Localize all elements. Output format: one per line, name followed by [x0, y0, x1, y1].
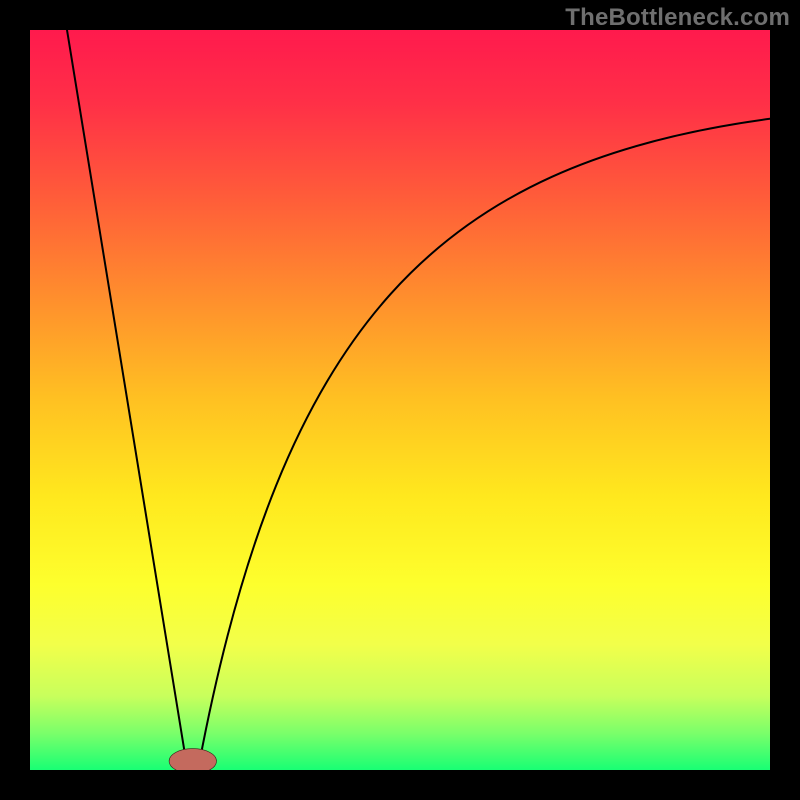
- chart-frame: TheBottleneck.com: [0, 0, 800, 800]
- attribution-text: TheBottleneck.com: [565, 4, 790, 32]
- plot-area: [30, 30, 770, 770]
- gradient-background: [30, 30, 770, 770]
- bottleneck-curve-chart: [30, 30, 770, 770]
